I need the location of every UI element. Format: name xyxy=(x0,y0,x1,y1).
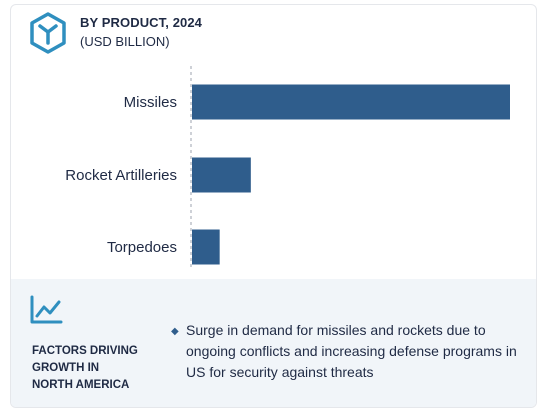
chart-card: BY PRODUCT, 2024 (USD BILLION) Missiles R… xyxy=(10,4,537,408)
category-label: Torpedoes xyxy=(107,239,177,256)
bar-missiles xyxy=(192,84,510,120)
bars-group: Missiles Rocket Artilleries Torpedoes xyxy=(65,84,510,265)
factors-panel: FACTORS DRIVING GROWTH IN NORTH AMERICA … xyxy=(11,279,536,407)
factor-text: Surge in demand for missiles and rockets… xyxy=(186,322,517,380)
diamond-bullet-icon: ◆ xyxy=(171,326,179,337)
hexagon-y-icon xyxy=(30,12,66,54)
bar-torpedoes xyxy=(192,229,220,265)
chart-subtitle: (USD BILLION) xyxy=(80,34,170,49)
bar-rocket-artilleries xyxy=(192,157,251,193)
factors-label: FACTORS DRIVING GROWTH IN NORTH AMERICA xyxy=(32,345,138,391)
trend-line-icon xyxy=(30,295,63,324)
bar-chart: Missiles Rocket Artilleries Torpedoes xyxy=(65,66,510,270)
chart-title: BY PRODUCT, 2024 xyxy=(80,15,203,30)
category-label: Rocket Artilleries xyxy=(65,167,177,184)
category-label: Missiles xyxy=(124,94,177,111)
